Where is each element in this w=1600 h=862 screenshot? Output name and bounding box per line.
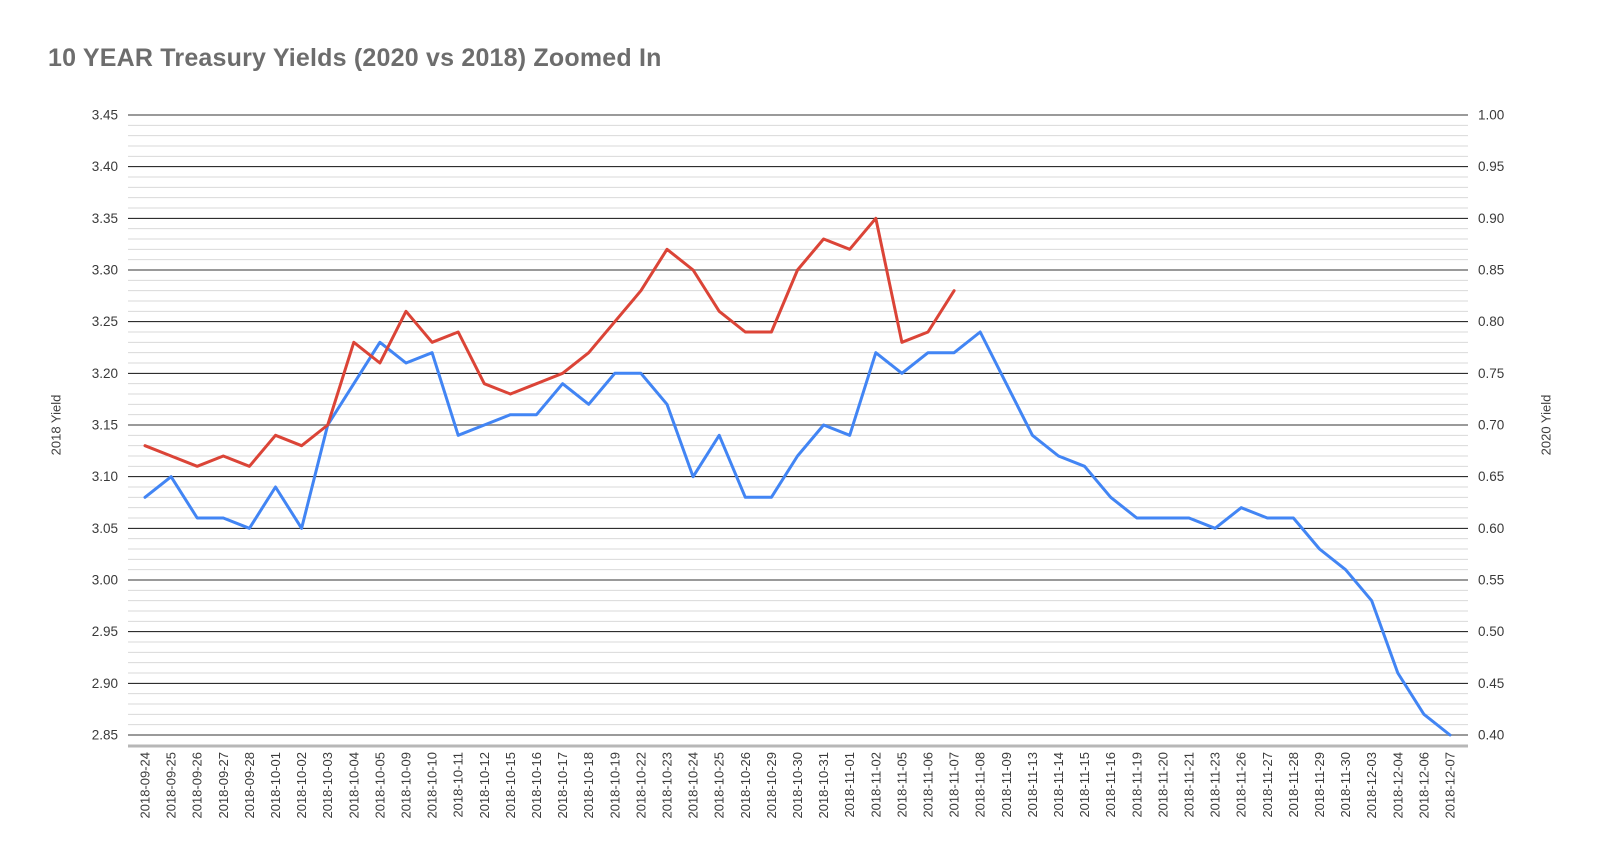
x-tick-label: 2018-10-01 xyxy=(268,752,283,819)
y-tick-label-right: 0.50 xyxy=(1478,624,1504,639)
x-tick-label: 2018-09-25 xyxy=(164,752,179,819)
x-tick-label: 2018-11-15 xyxy=(1077,752,1092,818)
y-tick-label-right: 0.60 xyxy=(1478,521,1504,536)
x-tick-label: 2018-09-24 xyxy=(138,752,153,819)
x-tick-label: 2018-10-16 xyxy=(529,752,544,819)
x-tick-label: 2018-10-02 xyxy=(294,752,309,819)
y-tick-label-left: 3.20 xyxy=(92,366,118,381)
y-tick-label-left: 3.45 xyxy=(92,108,118,123)
y-tick-label-left: 3.10 xyxy=(92,469,118,484)
x-tick-label: 2018-10-11 xyxy=(451,752,466,818)
y-tick-label-left: 3.30 xyxy=(92,263,118,278)
x-tick-label: 2018-12-07 xyxy=(1443,752,1458,819)
x-tick-label: 2018-11-14 xyxy=(1051,752,1066,818)
x-tick-label: 2018-10-09 xyxy=(399,752,414,819)
x-tick-label: 2018-11-02 xyxy=(868,752,883,818)
x-tick-label: 2018-11-07 xyxy=(947,752,962,818)
x-tick-label: 2018-10-29 xyxy=(764,752,779,819)
x-tick-label: 2018-11-23 xyxy=(1208,752,1223,818)
x-tick-label: 2018-11-29 xyxy=(1312,752,1327,818)
x-tick-label: 2018-11-09 xyxy=(999,752,1014,818)
x-tick-label: 2018-11-26 xyxy=(1234,752,1249,818)
y-tick-label-left: 3.35 xyxy=(92,211,118,226)
y-tick-label-left: 2.95 xyxy=(92,624,118,639)
y-tick-label-right: 0.80 xyxy=(1478,314,1504,329)
series-2020-line xyxy=(143,216,956,468)
x-tick-label: 2018-10-30 xyxy=(790,752,805,819)
x-tick-label: 2018-11-05 xyxy=(894,752,909,818)
x-tick-label: 2018-11-01 xyxy=(842,752,857,818)
x-tick-label: 2018-10-26 xyxy=(738,752,753,819)
y-tick-label-left: 3.15 xyxy=(92,418,118,433)
y-tick-label-right: 0.75 xyxy=(1478,366,1504,381)
x-tick-label: 2018-10-17 xyxy=(555,752,570,819)
x-tick-label: 2018-10-22 xyxy=(633,752,648,819)
y-tick-label-right: 0.55 xyxy=(1478,573,1504,588)
x-tick-label: 2018-10-04 xyxy=(346,752,361,819)
x-tick-label: 2018-10-03 xyxy=(320,752,335,819)
x-tick-label: 2018-12-04 xyxy=(1390,752,1405,819)
x-tick-label: 2018-11-30 xyxy=(1338,752,1353,818)
x-tick-label: 2018-11-06 xyxy=(921,752,936,818)
x-tick-label: 2018-09-27 xyxy=(216,752,231,819)
y-tick-label-left: 3.25 xyxy=(92,314,118,329)
x-tick-label: 2018-11-27 xyxy=(1260,752,1275,818)
x-tick-label: 2018-10-31 xyxy=(816,752,831,819)
x-tick-label: 2018-11-28 xyxy=(1286,752,1301,818)
x-tick-label: 2018-10-23 xyxy=(660,752,675,819)
x-tick-label: 2018-10-12 xyxy=(477,752,492,819)
y-tick-label-right: 0.65 xyxy=(1478,469,1504,484)
y-tick-label-right: 0.90 xyxy=(1478,211,1504,226)
y-tick-label-left: 3.40 xyxy=(92,159,118,174)
x-tick-label: 2018-11-20 xyxy=(1155,752,1170,818)
x-tick-label: 2018-11-21 xyxy=(1182,752,1197,818)
y-tick-label-right: 0.95 xyxy=(1478,159,1504,174)
y-tick-label-right: 0.85 xyxy=(1478,263,1504,278)
x-tick-label: 2018-10-25 xyxy=(712,752,727,819)
x-tick-label: 2018-11-19 xyxy=(1129,752,1144,818)
y-tick-label-left: 3.05 xyxy=(92,521,118,536)
x-tick-label: 2018-10-24 xyxy=(686,752,701,819)
y-tick-label-right: 0.70 xyxy=(1478,418,1504,433)
x-tick-label: 2018-11-13 xyxy=(1025,752,1040,818)
x-tick-label: 2018-10-15 xyxy=(503,752,518,819)
x-tick-label: 2018-10-18 xyxy=(581,752,596,819)
series-2018-line xyxy=(143,330,1452,737)
y-tick-label-right: 0.40 xyxy=(1478,728,1504,743)
x-tick-label: 2018-09-26 xyxy=(190,752,205,819)
x-tick-label: 2018-10-05 xyxy=(372,752,387,819)
y-tick-label-left: 2.85 xyxy=(92,728,118,743)
x-tick-label: 2018-11-08 xyxy=(973,752,988,818)
x-tick-label: 2018-12-03 xyxy=(1364,752,1379,819)
y-tick-label-right: 1.00 xyxy=(1478,108,1504,123)
x-tick-label: 2018-10-10 xyxy=(425,752,440,819)
x-tick-label: 2018-12-06 xyxy=(1416,752,1431,819)
chart-title: 10 YEAR Treasury Yields (2020 vs 2018) Z… xyxy=(48,44,662,72)
x-tick-label: 2018-11-16 xyxy=(1103,752,1118,818)
x-tick-label: 2018-10-19 xyxy=(607,752,622,819)
y-tick-label-left: 2.90 xyxy=(92,676,118,691)
x-tick-label: 2018-09-28 xyxy=(242,752,257,819)
y-tick-label-right: 0.45 xyxy=(1478,676,1504,691)
y-tick-label-left: 3.00 xyxy=(92,573,118,588)
